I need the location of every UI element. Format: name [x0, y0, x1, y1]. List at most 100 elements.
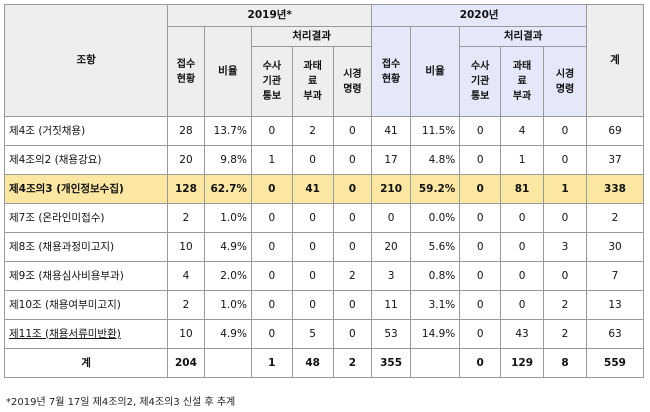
cell-total: 30 [586, 232, 644, 262]
footnote: *2019년 7월 17일 제4조의2, 제4조의3 신설 후 추계 [6, 397, 236, 408]
cell-fine-2020: 81 [500, 174, 545, 204]
table-row: 제4조 (거짓채용) 28 13.7% 0 2 0 41 11.5% 0 4 0… [3, 116, 644, 146]
cell-fine-2019: 0 [291, 145, 334, 175]
cell-fine-2020: 0 [500, 290, 545, 320]
cell-ratio-2020: 0.0% [409, 203, 461, 233]
total-fine-2020: 129 [500, 348, 545, 378]
row-label: 제4조의2 (채용강요) [3, 145, 169, 175]
cell-fine-2019: 0 [291, 232, 334, 262]
cell-ratio-2020: 0.8% [409, 261, 461, 291]
row-label: 제4조 (거짓채용) [3, 116, 169, 146]
cell-investigation-2020: 0 [459, 261, 502, 291]
row-label: 제8조 (채용과정미고지) [3, 232, 169, 262]
cell-investigation-2020: 0 [459, 116, 502, 146]
grand-total: 559 [586, 348, 644, 378]
fine-2019-header: 과태 료 부과 [291, 46, 334, 117]
cell-order-2019: 0 [332, 203, 373, 233]
year-2019-header: 2019년* [167, 4, 373, 27]
cell-fine-2019: 41 [291, 174, 334, 204]
row-label: 제7조 (온라인미접수) [3, 203, 169, 233]
row-label: 제10조 (채용여부미고지) [3, 290, 169, 320]
cell-reports-2019: 20 [167, 145, 205, 175]
cell-order-2020: 0 [543, 261, 588, 291]
cell-total: 338 [586, 174, 644, 204]
cell-investigation-2019: 0 [250, 290, 293, 320]
cell-reports-2019: 128 [167, 174, 205, 204]
cell-total: 37 [586, 145, 644, 175]
cell-ratio-2019: 1.0% [203, 203, 252, 233]
cell-order-2019: 0 [332, 232, 373, 262]
cell-total: 13 [586, 290, 644, 320]
cell-reports-2020: 41 [371, 116, 411, 146]
cell-order-2020: 0 [543, 116, 588, 146]
total-ratio-2020 [409, 348, 461, 378]
cell-ratio-2020: 14.9% [409, 319, 461, 349]
cell-total: 2 [586, 203, 644, 233]
cell-reports-2020: 210 [371, 174, 411, 204]
col-total-header: 계 [586, 4, 644, 117]
cell-reports-2020: 17 [371, 145, 411, 175]
table-row: 제8조 (채용과정미고지) 10 4.9% 0 0 0 20 5.6% 0 0 … [3, 232, 644, 262]
ratio-2019-header: 비율 [203, 26, 252, 117]
cell-fine-2019: 0 [291, 290, 334, 320]
cell-reports-2019: 28 [167, 116, 205, 146]
cell-order-2020: 2 [543, 319, 588, 349]
cell-order-2019: 0 [332, 290, 373, 320]
table-row: 제11조 (채용서류미반환) 10 4.9% 0 5 0 53 14.9% 0 … [3, 319, 644, 349]
cell-investigation-2019: 0 [250, 203, 293, 233]
cell-order-2019: 0 [332, 145, 373, 175]
cell-investigation-2019: 1 [250, 145, 293, 175]
cell-reports-2020: 53 [371, 319, 411, 349]
cell-reports-2019: 2 [167, 203, 205, 233]
cell-ratio-2019: 4.9% [203, 319, 252, 349]
cell-total: 63 [586, 319, 644, 349]
order-2020-header: 시경 명령 [543, 46, 588, 117]
cell-order-2020: 1 [543, 174, 588, 204]
total-ratio-2019 [203, 348, 252, 378]
cell-reports-2020: 0 [371, 203, 411, 233]
table-row: 제4조의2 (채용강요) 20 9.8% 1 0 0 17 4.8% 0 1 0… [3, 145, 644, 175]
cell-reports-2019: 10 [167, 232, 205, 262]
cell-fine-2019: 0 [291, 261, 334, 291]
cell-order-2020: 0 [543, 203, 588, 233]
ratio-2020-header: 비율 [409, 26, 461, 117]
cell-order-2020: 3 [543, 232, 588, 262]
total-investigation-2020: 0 [459, 348, 502, 378]
result-2020-header: 처리결과 [459, 26, 588, 47]
cell-investigation-2020: 0 [459, 203, 502, 233]
total-fine-2019: 48 [291, 348, 334, 378]
cell-investigation-2020: 0 [459, 290, 502, 320]
cell-ratio-2019: 4.9% [203, 232, 252, 262]
cell-reports-2019: 10 [167, 319, 205, 349]
cell-investigation-2019: 0 [250, 232, 293, 262]
col-article-header: 조항 [3, 4, 169, 117]
total-reports-2019: 204 [167, 348, 205, 378]
table-row: 제7조 (온라인미접수) 2 1.0% 0 0 0 0 0.0% 0 0 0 2 [3, 203, 644, 233]
table-row: 제9조 (채용심사비용부과) 4 2.0% 0 0 2 3 0.8% 0 0 0… [3, 261, 644, 291]
cell-reports-2019: 2 [167, 290, 205, 320]
cell-fine-2019: 2 [291, 116, 334, 146]
cell-ratio-2019: 62.7% [203, 174, 252, 204]
result-2019-header: 처리결과 [250, 26, 373, 47]
cell-ratio-2020: 5.6% [409, 232, 461, 262]
cell-fine-2020: 0 [500, 232, 545, 262]
cell-investigation-2020: 0 [459, 232, 502, 262]
cell-ratio-2020: 3.1% [409, 290, 461, 320]
cell-fine-2019: 0 [291, 203, 334, 233]
order-2019-header: 시경 명령 [332, 46, 373, 117]
table-total-row: 계 204 1 48 2 355 0 129 8 559 [3, 348, 644, 378]
cell-order-2020: 0 [543, 145, 588, 175]
year-2020-header: 2020년 [371, 4, 588, 27]
cell-investigation-2019: 0 [250, 174, 293, 204]
row-label: 제4조의3 (개인정보수집) [3, 174, 169, 204]
table-row-highlighted: 제4조의3 (개인정보수집) 128 62.7% 0 41 0 210 59.2… [3, 174, 644, 204]
fine-2020-header: 과태 료 부과 [500, 46, 545, 117]
cell-fine-2020: 1 [500, 145, 545, 175]
cell-reports-2019: 4 [167, 261, 205, 291]
reports-2020-header: 접수 현황 [371, 26, 411, 117]
table-row: 제10조 (채용여부미고지) 2 1.0% 0 0 0 11 3.1% 0 0 … [3, 290, 644, 320]
cell-order-2020: 2 [543, 290, 588, 320]
cell-ratio-2019: 9.8% [203, 145, 252, 175]
cell-order-2019: 0 [332, 116, 373, 146]
reports-2019-header: 접수 현황 [167, 26, 205, 117]
